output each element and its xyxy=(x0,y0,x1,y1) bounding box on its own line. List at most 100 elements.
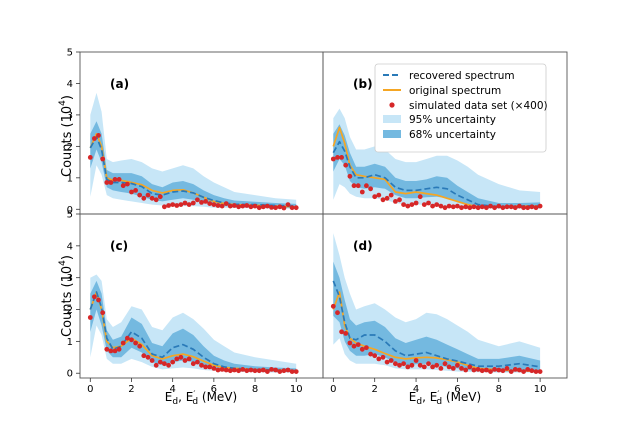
simulated-point-3-33 xyxy=(467,364,473,370)
simulated-point-0-31 xyxy=(215,203,221,208)
simulated-point-1-49 xyxy=(533,205,539,211)
simulated-point-3-41 xyxy=(500,368,506,374)
panel-1: (b) xyxy=(322,51,568,215)
simulated-point-3-49 xyxy=(533,369,539,374)
simulated-point-2-4 xyxy=(104,346,110,352)
band-68-panel-3 xyxy=(333,261,541,372)
simulated-point-2-30 xyxy=(211,366,217,371)
simulated-point-1-9 xyxy=(368,186,373,192)
simulated-point-2-10 xyxy=(129,337,134,343)
simulated-point-0-41 xyxy=(256,205,262,211)
legend-recovered-label: recovered spectrum xyxy=(409,70,515,82)
simulated-point-0-2 xyxy=(96,133,101,138)
simulated-point-2-6 xyxy=(112,348,118,354)
simulated-point-3-10 xyxy=(372,353,378,359)
simulated-point-2-29 xyxy=(207,364,213,370)
simulated-point-1-36 xyxy=(479,204,485,210)
simulated-point-3-31 xyxy=(459,366,464,371)
simulated-point-3-2 xyxy=(339,329,344,335)
simulated-point-2-46 xyxy=(277,369,283,374)
simulated-point-2-38 xyxy=(244,368,250,374)
simulated-point-2-32 xyxy=(219,367,225,372)
y-axis-label-bottom: Counts (104) xyxy=(58,255,75,337)
simulated-point-1-15 xyxy=(393,199,398,204)
simulated-point-2-36 xyxy=(236,368,242,374)
simulated-point-1-27 xyxy=(442,205,448,211)
simulated-point-0-42 xyxy=(260,204,266,210)
simulated-point-2-22 xyxy=(178,354,184,360)
simulated-point-2-39 xyxy=(248,367,254,373)
simulated-point-3-3 xyxy=(343,331,349,336)
simulated-point-2-2 xyxy=(96,297,101,303)
simulated-point-0-22 xyxy=(178,202,184,208)
simulated-point-3-23 xyxy=(426,361,431,367)
legend: recovered spectrum original spectrum sim… xyxy=(374,63,548,153)
simulated-point-2-47 xyxy=(281,368,287,374)
x-tick-label-2-4: 8 xyxy=(252,384,258,395)
simulated-point-2-34 xyxy=(227,368,233,374)
simulated-point-1-20 xyxy=(413,200,419,206)
simulated-point-1-23 xyxy=(426,200,431,206)
y-tick-label-0-4: 4 xyxy=(67,79,73,90)
simulated-point-3-26 xyxy=(438,366,444,371)
simulated-point-1-19 xyxy=(409,202,415,208)
simulated-point-2-15 xyxy=(149,358,155,363)
simulated-point-3-8 xyxy=(364,345,369,351)
simulated-point-0-40 xyxy=(252,203,258,209)
simulated-point-3-24 xyxy=(430,364,435,370)
simulated-point-1-45 xyxy=(517,203,522,209)
simulated-point-2-37 xyxy=(240,367,246,372)
simulated-point-0-11 xyxy=(133,188,139,193)
simulated-point-3-40 xyxy=(496,367,502,373)
simulated-point-1-34 xyxy=(471,204,477,210)
simulated-point-1-30 xyxy=(455,203,460,209)
simulated-point-2-50 xyxy=(293,369,299,374)
simulated-point-0-10 xyxy=(129,189,134,195)
simulated-point-2-45 xyxy=(273,367,278,373)
simulated-point-0-16 xyxy=(153,197,159,203)
y-tick-label-0-0: 0 xyxy=(67,205,73,216)
simulated-point-2-11 xyxy=(133,340,139,346)
simulated-point-2-5 xyxy=(108,348,114,354)
simulated-point-1-50 xyxy=(537,203,543,209)
simulated-point-1-40 xyxy=(496,203,502,209)
simulated-point-0-28 xyxy=(203,199,209,204)
recovered-line-panel-1 xyxy=(332,140,541,208)
simulated-point-1-24 xyxy=(430,203,435,209)
simulated-point-0-20 xyxy=(170,202,176,208)
simulated-point-1-5 xyxy=(351,183,357,189)
simulated-point-2-14 xyxy=(145,354,151,360)
simulated-point-1-12 xyxy=(380,197,386,203)
simulated-point-1-14 xyxy=(388,192,394,198)
recovered-line-panel-3 xyxy=(332,280,541,368)
simulated-point-2-31 xyxy=(215,367,221,373)
x-tick-label-2-2: 4 xyxy=(169,384,175,395)
panel-2: (c) 0 1 2 3 4 5 0 2 4 6 8 10 xyxy=(67,210,324,395)
simulated-point-0-23 xyxy=(182,200,188,206)
simulated-point-3-37 xyxy=(484,367,489,373)
simulated-point-1-4 xyxy=(347,173,353,179)
simulated-point-3-9 xyxy=(368,351,373,357)
simulated-point-0-14 xyxy=(145,192,151,198)
panel-label-3: (d) xyxy=(353,239,373,253)
simulated-point-0-38 xyxy=(244,203,250,208)
simulated-point-2-9 xyxy=(125,335,130,341)
simulated-point-0-43 xyxy=(265,203,270,209)
simulated-point-0-30 xyxy=(211,202,217,208)
simulated-point-3-34 xyxy=(471,367,477,373)
simulated-point-0-15 xyxy=(149,195,155,201)
simulated-point-2-27 xyxy=(199,362,204,368)
simulated-point-2-12 xyxy=(137,343,143,349)
simulated-point-1-37 xyxy=(484,205,489,211)
simulated-point-2-23 xyxy=(182,358,188,363)
simulated-point-3-20 xyxy=(413,358,419,363)
x-tick-label-3-4: 8 xyxy=(496,384,502,395)
simulated-point-3-43 xyxy=(508,369,514,374)
simulated-point-0-48 xyxy=(285,202,291,208)
simulated-point-0-25 xyxy=(190,200,196,206)
panel-label-2: (c) xyxy=(110,239,128,253)
simulated-point-2-19 xyxy=(166,362,172,368)
simulated-point-1-41 xyxy=(500,205,506,211)
simulated-point-0-9 xyxy=(125,181,130,187)
